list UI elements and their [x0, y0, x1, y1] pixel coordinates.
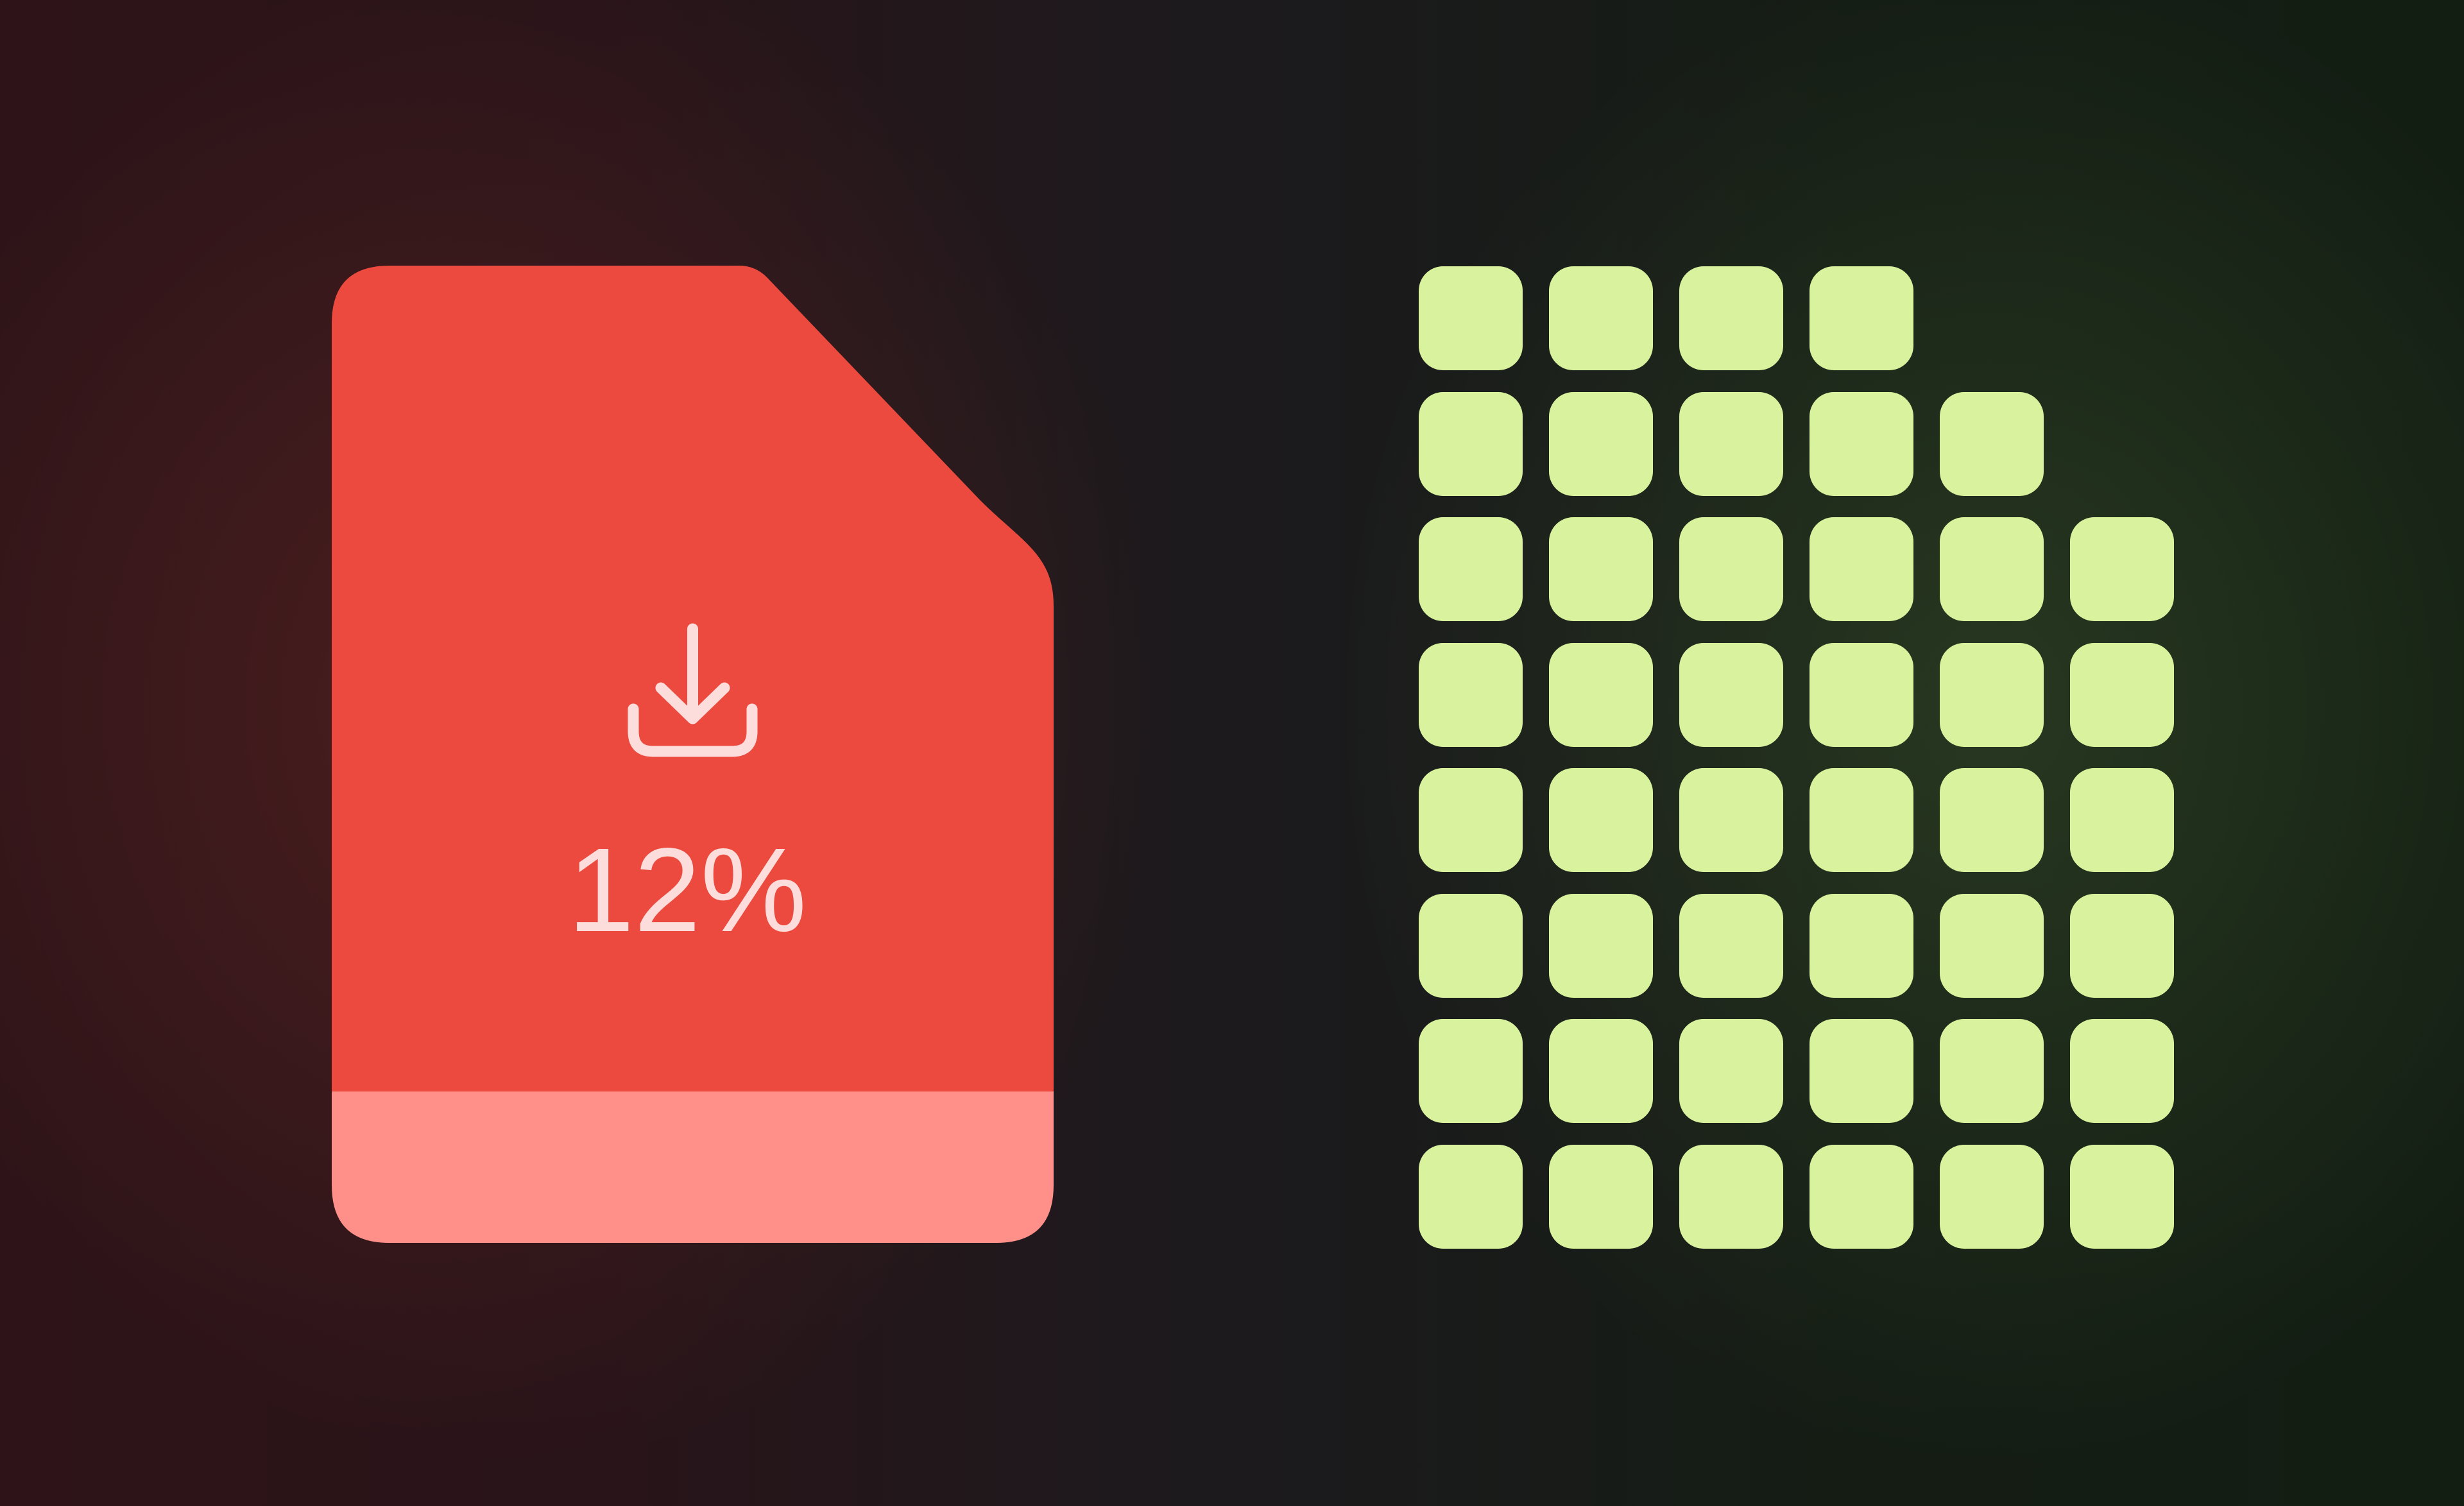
svg-text:12%: 12%	[568, 824, 807, 957]
